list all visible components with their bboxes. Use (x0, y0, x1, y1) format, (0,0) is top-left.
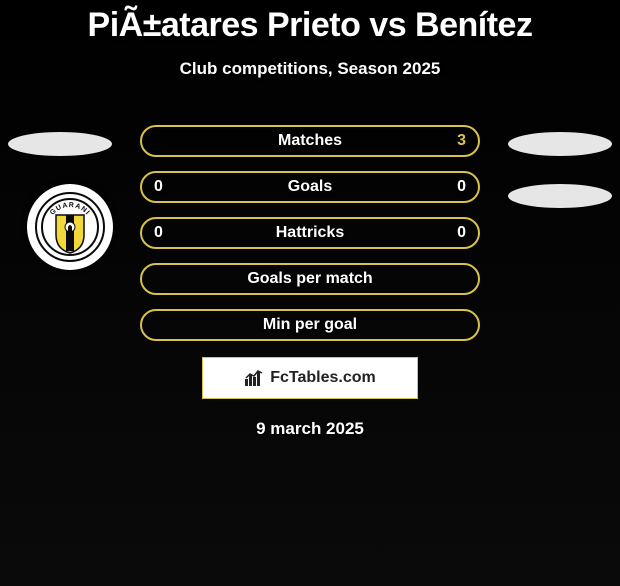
stat-row-goals-per-match: Goals per match (140, 263, 480, 295)
stat-row-min-per-goal: Min per goal (140, 309, 480, 341)
stat-label: Goals (288, 178, 332, 196)
stat-left-value: 0 (154, 224, 163, 242)
stat-right-value: 3 (457, 132, 466, 150)
bars-icon (244, 369, 264, 387)
stat-row-goals: 0 Goals 0 (140, 171, 480, 203)
stat-label: Matches (278, 132, 342, 150)
stat-left-value: 0 (154, 178, 163, 196)
stat-right-value: 0 (457, 178, 466, 196)
date-label: 9 march 2025 (0, 419, 620, 439)
stat-right-value: 0 (457, 224, 466, 242)
stat-row-hattricks: 0 Hattricks 0 (140, 217, 480, 249)
stats-container: Matches 3 0 Goals 0 0 Hattricks 0 Goals … (140, 125, 480, 341)
page-title: PiÃ±atares Prieto vs Benítez (0, 6, 620, 45)
fctables-link[interactable]: FcTables.com (202, 357, 418, 399)
stat-row-matches: Matches 3 (140, 125, 480, 157)
stat-label: Min per goal (263, 316, 357, 334)
fctables-label: FcTables.com (270, 369, 376, 387)
stat-label: Hattricks (276, 224, 344, 242)
subtitle: Club competitions, Season 2025 (0, 59, 620, 79)
stat-label: Goals per match (247, 270, 372, 288)
